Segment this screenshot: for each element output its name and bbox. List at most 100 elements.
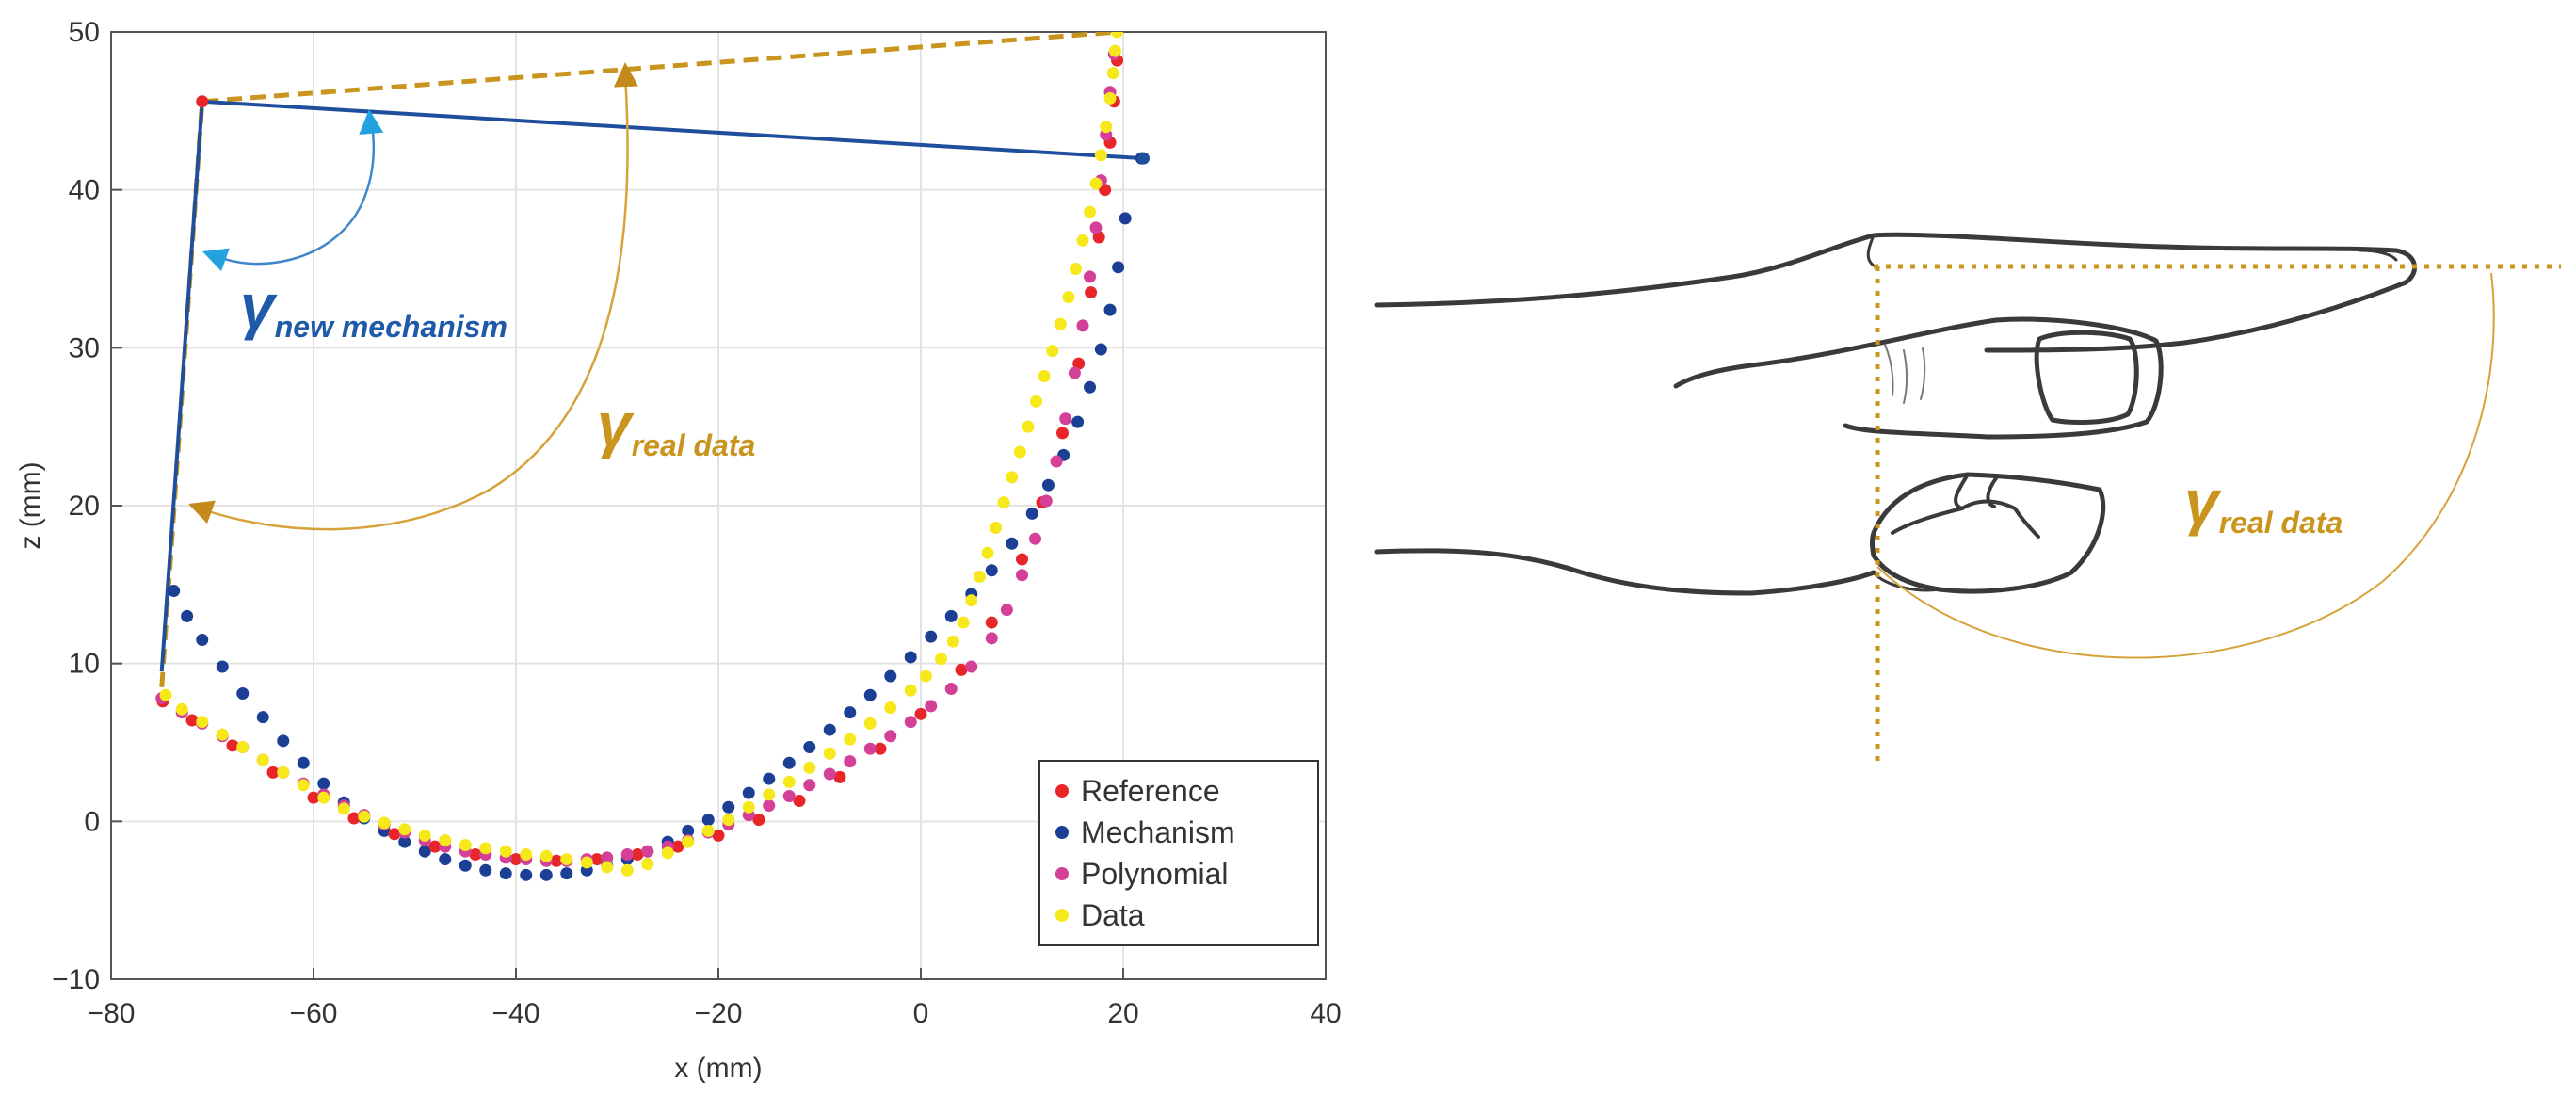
point-data [863,717,877,730]
point-data [439,833,452,846]
point-data [763,788,776,801]
point-polynomial [1000,604,1013,617]
point-data [601,861,614,874]
point-polynomial [1039,494,1053,508]
legend-marker-polynomial [1055,867,1069,880]
x-tick-label: −80 [88,998,136,1029]
point-data [997,496,1010,509]
point-mechanism [863,688,877,701]
point-data [256,753,269,766]
gamma-real-symbol: γ [597,390,635,459]
point-data [742,800,755,814]
point-polynomial [944,682,958,695]
point-polynomial [1028,532,1041,545]
point-data [1038,370,1051,383]
point-mechanism [459,859,472,872]
point-data [317,791,330,804]
hand-outline-top [1374,232,2417,353]
x-axis-ticks: −80 −60 −40 −20 0 20 40 [88,968,1342,1029]
curled-finger-inner [1891,473,2040,539]
point-data [398,823,411,836]
point-reference [266,766,280,779]
y-tick-label: 20 [69,491,100,522]
point-polynomial [1050,455,1063,468]
point-data [620,863,634,877]
point-polynomial [823,767,836,781]
point-polynomial [884,730,897,743]
new-mechanism-arrow-start [202,248,230,272]
point-polynomial [1016,569,1028,582]
point-reference [509,853,523,866]
point-mechanism [742,786,755,799]
legend-label-mechanism: Mechanism [1081,815,1235,849]
point-mechanism [560,867,573,880]
point-polynomial [863,742,877,755]
point-mechanism [944,609,958,622]
point-reference [590,853,604,866]
point-reference [752,814,765,827]
point-polynomial [844,755,857,768]
point-data [236,741,250,754]
angle-annotations [188,62,638,531]
point-polynomial [985,632,998,645]
point-mechanism [479,863,492,877]
point-reference [955,663,968,676]
x-tick-label: 0 [913,998,929,1029]
gamma-real-data-label-illustration: γreal data [2184,467,2343,540]
point-data [1013,445,1026,459]
point-mechanism [803,741,816,754]
point-data [159,688,172,701]
x-tick-label: 40 [1310,998,1341,1029]
point-reference [307,791,320,804]
point-data [418,829,431,842]
point-mechanism [1112,261,1125,274]
point-reference [985,616,998,629]
point-mechanism [439,853,452,866]
point-mechanism [823,723,836,736]
point-reference [428,840,442,853]
point-reference [631,848,644,862]
point-reference [550,854,563,867]
point-mechanism [216,660,229,673]
point-mechanism [763,772,776,785]
finger-illustration [1374,232,2417,596]
legend-label-polynomial: Polynomial [1081,857,1229,891]
point-mechanism [1119,212,1132,225]
point-data [1094,149,1107,162]
data-series [155,32,1150,881]
mechanism-angle-line [159,99,1144,672]
point-data [904,684,917,697]
point-data [935,653,947,666]
real-data-arrow-end [613,62,638,88]
y-axis-ticks: −10 0 10 20 30 40 50 [52,17,122,995]
legend-label-reference: Reference [1081,774,1220,808]
index-nail [2358,249,2398,262]
point-polynomial [601,851,614,864]
point-reference [1085,286,1098,299]
point-data [378,816,391,830]
point-mechanism [782,756,796,769]
point-mechanism [925,630,938,643]
gamma-real-subscript: real data [632,428,756,462]
point-mechanism [196,634,209,647]
point-data [337,802,350,815]
point-data [1106,67,1119,80]
point-mechanism [904,651,917,664]
point-data [844,733,857,746]
y-tick-label: 50 [69,17,100,48]
point-reference [793,795,806,808]
point-reference [226,739,239,752]
new-mechanism-arrow-end [359,109,384,136]
point-mechanism [1041,478,1055,492]
point-reference [1092,231,1105,244]
gamma-real-data-label: γreal data [597,390,755,462]
point-data [990,521,1003,534]
point-mechanism [722,800,735,814]
y-axis-label: z (mm) [15,461,46,549]
real-data-angle-guides [1874,264,2561,765]
point-data [919,669,932,683]
point-reference [347,812,361,825]
point-data [580,856,593,869]
point-mechanism [701,814,715,827]
point-data [1089,177,1103,190]
